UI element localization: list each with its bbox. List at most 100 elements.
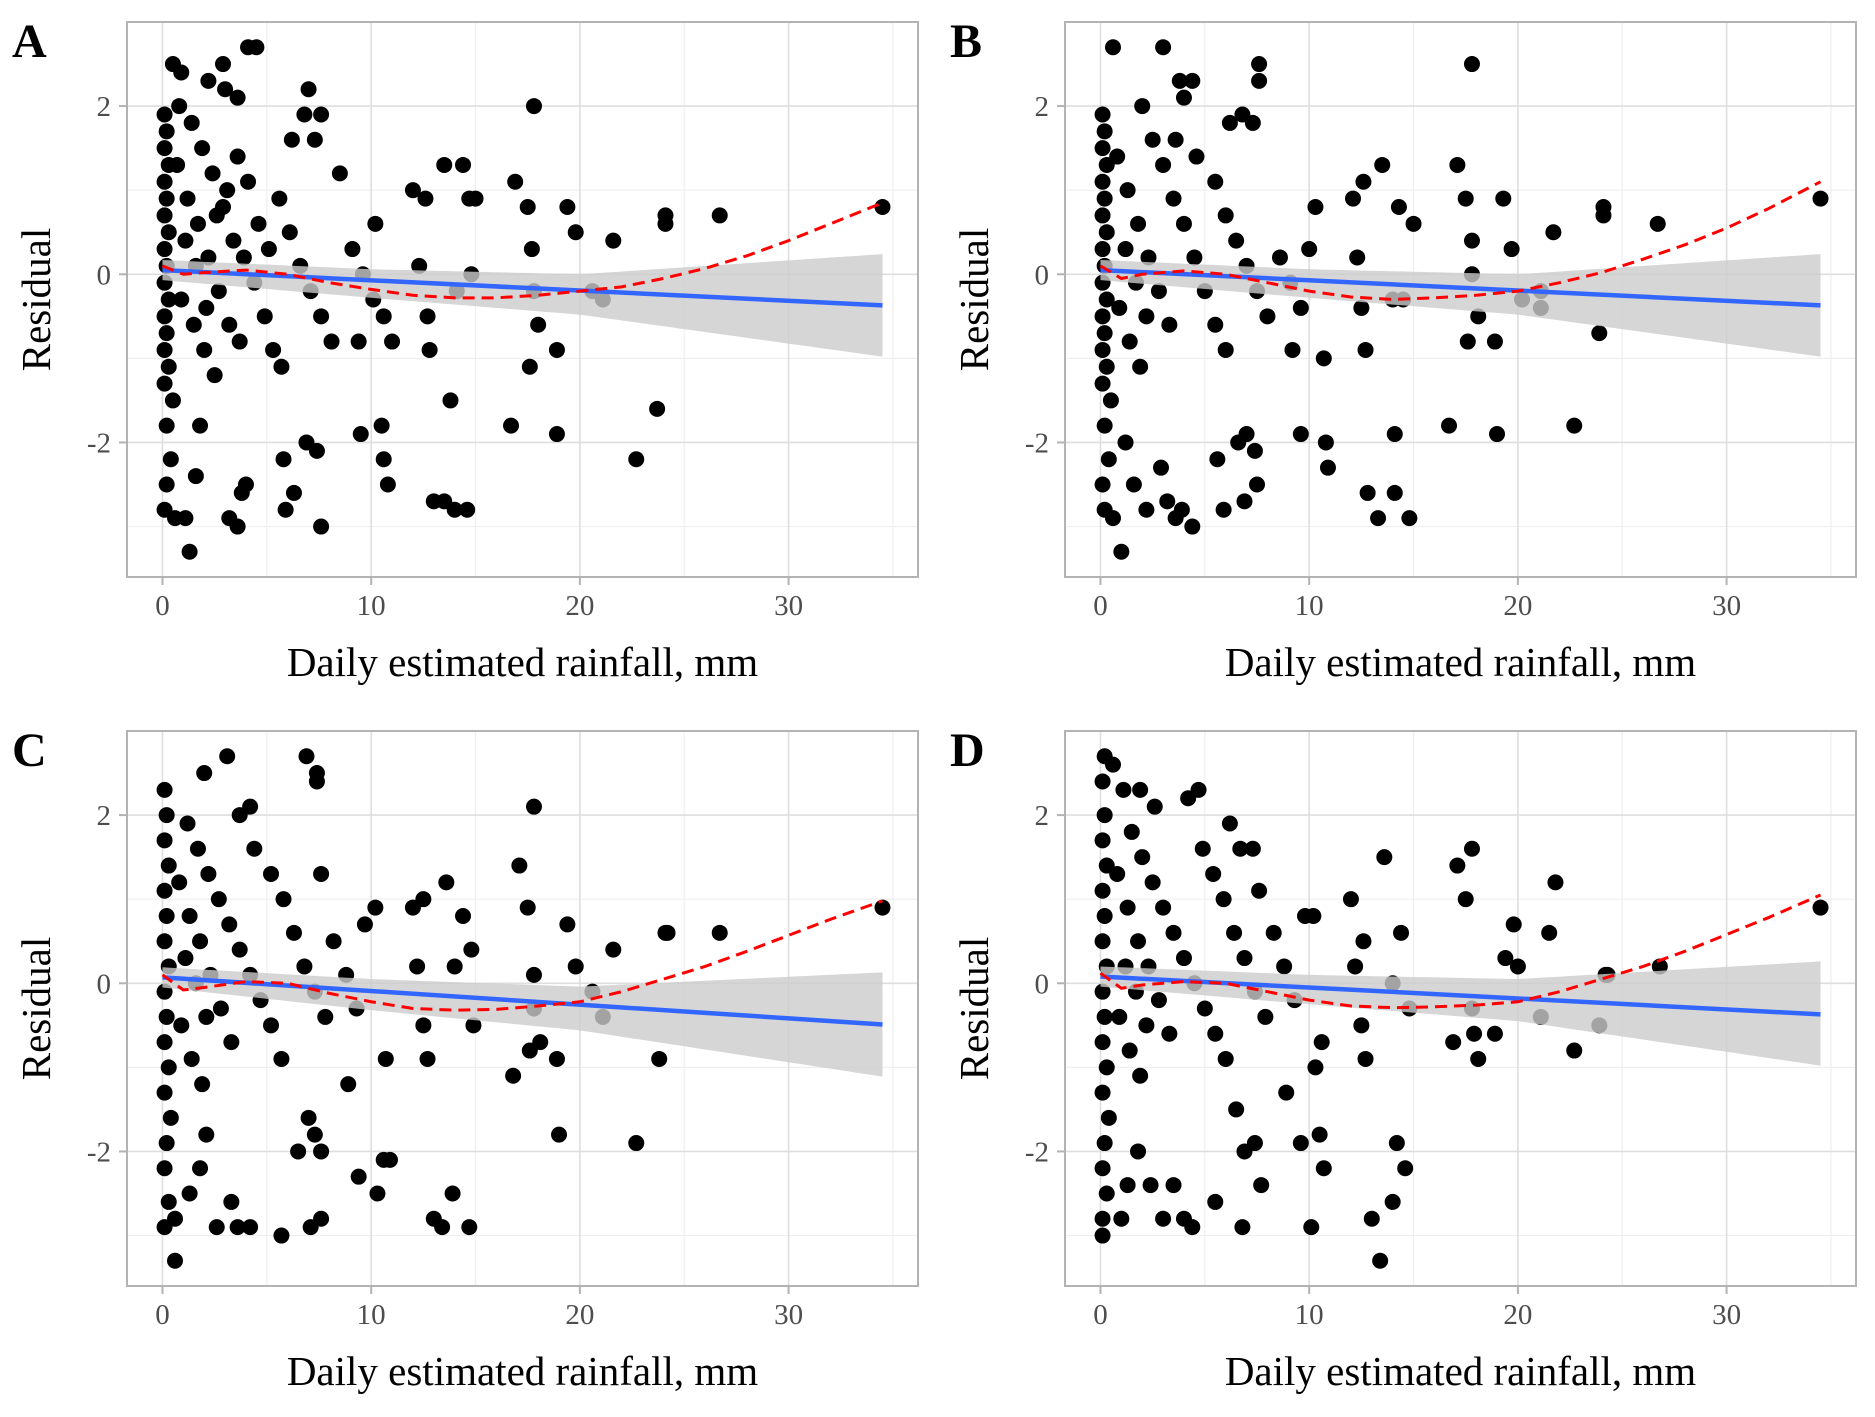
data-point bbox=[171, 98, 188, 115]
data-point bbox=[559, 916, 576, 933]
data-point bbox=[187, 468, 204, 485]
data-point bbox=[156, 207, 173, 224]
plot-border bbox=[1064, 21, 1857, 578]
data-point bbox=[160, 1193, 177, 1210]
data-point bbox=[352, 426, 369, 443]
data-point bbox=[306, 131, 323, 148]
data-point bbox=[189, 840, 206, 857]
data-point bbox=[237, 476, 254, 493]
data-point bbox=[1405, 215, 1422, 232]
x-axis-title: Daily estimated rainfall, mm bbox=[287, 639, 758, 685]
data-point bbox=[185, 316, 202, 333]
data-point bbox=[521, 358, 538, 375]
data-point bbox=[296, 958, 313, 975]
data-point bbox=[158, 1135, 175, 1152]
data-point bbox=[1109, 865, 1126, 882]
data-point bbox=[275, 891, 292, 908]
data-point bbox=[1153, 459, 1170, 476]
data-point bbox=[455, 156, 472, 173]
data-point bbox=[171, 874, 188, 891]
data-point bbox=[1119, 1177, 1136, 1194]
data-point bbox=[1221, 114, 1238, 131]
data-point bbox=[1244, 114, 1261, 131]
y-tick-label: 2 bbox=[1035, 91, 1050, 123]
data-point bbox=[519, 899, 536, 916]
data-point bbox=[628, 451, 645, 468]
data-point bbox=[1155, 156, 1172, 173]
data-point bbox=[421, 341, 438, 358]
loess-fit-line bbox=[1099, 180, 1822, 302]
data-point bbox=[651, 1050, 668, 1067]
plot-border bbox=[1064, 730, 1857, 1287]
data-point bbox=[1121, 1042, 1138, 1059]
data-point bbox=[192, 1160, 209, 1177]
data-point bbox=[169, 156, 186, 173]
data-point bbox=[219, 748, 236, 765]
data-point bbox=[156, 241, 173, 258]
x-axis-title: Daily estimated rainfall, mm bbox=[287, 1348, 758, 1394]
data-point bbox=[1315, 350, 1332, 367]
data-point bbox=[434, 1219, 451, 1236]
data-point bbox=[189, 215, 206, 232]
data-point bbox=[331, 165, 348, 182]
x-tick-label: 20 bbox=[565, 1299, 594, 1331]
y-tick-label: 0 bbox=[97, 968, 112, 1000]
data-point bbox=[308, 442, 325, 459]
data-point bbox=[409, 958, 426, 975]
data-point bbox=[181, 543, 198, 560]
y-tick-label: 2 bbox=[97, 800, 112, 832]
data-point bbox=[210, 283, 227, 300]
data-point bbox=[1159, 493, 1176, 510]
data-point bbox=[525, 966, 542, 983]
data-point bbox=[1188, 148, 1205, 165]
data-point bbox=[1130, 215, 1147, 232]
data-point bbox=[1094, 173, 1111, 190]
data-point bbox=[1249, 476, 1266, 493]
data-point bbox=[1595, 207, 1612, 224]
loess-fit-line bbox=[161, 201, 884, 300]
panel-label-b: B bbox=[950, 15, 983, 68]
data-point bbox=[567, 224, 584, 241]
data-point bbox=[1307, 1059, 1324, 1076]
data-point bbox=[231, 941, 248, 958]
data-point bbox=[1313, 1034, 1330, 1051]
data-point bbox=[192, 933, 209, 950]
data-point bbox=[313, 308, 330, 325]
data-point bbox=[1105, 756, 1122, 773]
data-point bbox=[1102, 392, 1119, 409]
data-point bbox=[1238, 426, 1255, 443]
data-point bbox=[1096, 190, 1113, 207]
data-point bbox=[375, 308, 392, 325]
data-point bbox=[298, 748, 315, 765]
data-point bbox=[1144, 131, 1161, 148]
y-axis-title: Residual bbox=[13, 937, 59, 1080]
data-point bbox=[1144, 874, 1161, 891]
chart-d-svg: 0 10 20 30 -2 0 2 Daily estimated rainfall, mm R… bbox=[951, 730, 1857, 1394]
data-point bbox=[240, 173, 257, 190]
data-point bbox=[1359, 484, 1376, 501]
data-point bbox=[1094, 773, 1111, 790]
data-point bbox=[525, 98, 542, 115]
data-point bbox=[461, 1219, 478, 1236]
data-point bbox=[1271, 249, 1288, 266]
data-point bbox=[229, 518, 246, 535]
data-point bbox=[1217, 207, 1234, 224]
data-point bbox=[419, 308, 436, 325]
data-point bbox=[649, 400, 666, 417]
data-point bbox=[1138, 501, 1155, 518]
data-point bbox=[1355, 933, 1372, 950]
data-point bbox=[1207, 316, 1224, 333]
data-point bbox=[200, 72, 217, 89]
data-point bbox=[1278, 1084, 1295, 1101]
data-point bbox=[248, 39, 265, 56]
data-point bbox=[438, 874, 455, 891]
data-point bbox=[1342, 891, 1359, 908]
data-point bbox=[1132, 781, 1149, 798]
data-point bbox=[1115, 781, 1132, 798]
data-point bbox=[657, 207, 674, 224]
data-point bbox=[1094, 106, 1111, 123]
data-point bbox=[1305, 908, 1322, 924]
data-point bbox=[167, 1210, 184, 1227]
data-point bbox=[1096, 807, 1113, 824]
